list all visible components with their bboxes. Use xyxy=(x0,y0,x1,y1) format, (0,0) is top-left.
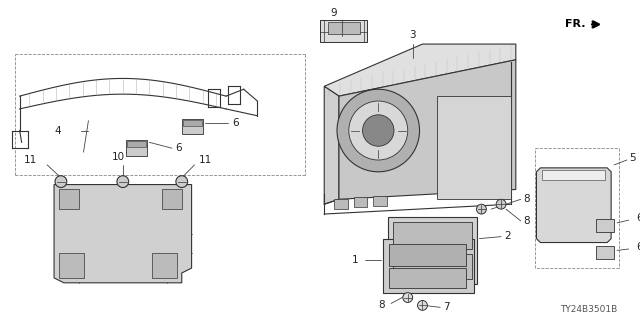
Bar xyxy=(596,246,614,259)
Polygon shape xyxy=(536,168,611,243)
Bar xyxy=(437,96,511,199)
Circle shape xyxy=(417,300,428,310)
Bar xyxy=(328,22,360,34)
Bar xyxy=(127,141,147,147)
Bar xyxy=(393,254,472,279)
Bar xyxy=(126,140,147,156)
Text: 8: 8 xyxy=(378,300,385,310)
Text: TY24B3501B: TY24B3501B xyxy=(560,305,617,314)
Bar xyxy=(388,217,477,284)
Text: 11: 11 xyxy=(24,155,37,165)
Bar xyxy=(59,189,79,209)
Bar xyxy=(152,253,177,278)
Bar xyxy=(383,239,474,293)
Circle shape xyxy=(55,176,67,188)
Text: 4: 4 xyxy=(54,125,61,136)
Bar xyxy=(183,120,202,126)
Text: FR.: FR. xyxy=(565,20,586,29)
Polygon shape xyxy=(324,86,339,204)
Text: 11: 11 xyxy=(198,155,212,165)
Bar xyxy=(393,222,472,249)
Polygon shape xyxy=(339,60,516,199)
Bar xyxy=(162,189,182,209)
Text: 7: 7 xyxy=(443,302,450,312)
Circle shape xyxy=(362,115,394,146)
Circle shape xyxy=(496,199,506,209)
Text: 5: 5 xyxy=(629,153,636,163)
Text: 10: 10 xyxy=(111,152,124,162)
Bar xyxy=(320,20,367,42)
Text: 8: 8 xyxy=(524,216,531,226)
Bar xyxy=(334,199,348,209)
Circle shape xyxy=(117,176,129,188)
Polygon shape xyxy=(324,44,516,96)
Text: 6: 6 xyxy=(637,243,640,252)
Bar xyxy=(542,170,605,180)
Circle shape xyxy=(349,101,408,160)
Text: 2: 2 xyxy=(504,231,511,241)
Text: 6: 6 xyxy=(637,213,640,223)
Text: 3: 3 xyxy=(410,30,416,40)
Circle shape xyxy=(337,89,420,172)
Text: 6: 6 xyxy=(175,143,182,153)
Bar xyxy=(389,268,466,288)
Text: 6: 6 xyxy=(232,118,239,128)
Bar xyxy=(596,219,614,232)
Text: 9: 9 xyxy=(331,8,337,18)
Bar xyxy=(354,197,367,207)
Bar xyxy=(182,119,204,134)
Text: 1: 1 xyxy=(352,255,358,265)
Bar xyxy=(59,253,83,278)
Text: 8: 8 xyxy=(524,194,531,204)
Circle shape xyxy=(477,204,486,214)
Circle shape xyxy=(176,176,188,188)
Bar xyxy=(373,196,387,206)
Circle shape xyxy=(403,293,413,302)
Polygon shape xyxy=(54,185,191,283)
Bar xyxy=(389,244,466,266)
